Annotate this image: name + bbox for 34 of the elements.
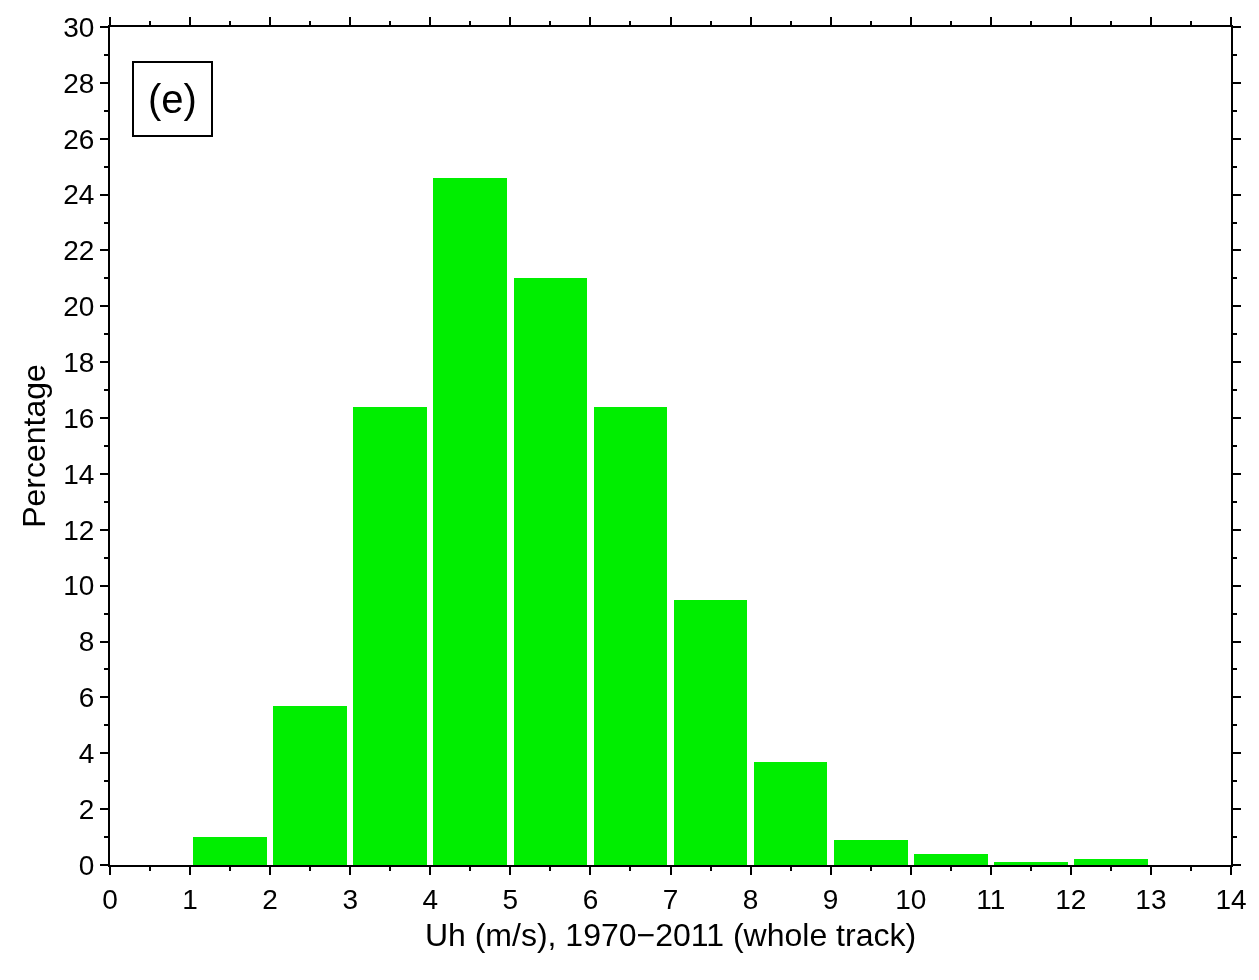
x-tick-label: 1 (182, 883, 198, 915)
y-tick-label: 22 (63, 235, 95, 267)
y-tick-label: 26 (63, 123, 95, 155)
y-tick-label: 2 (78, 793, 95, 825)
annotation: (e) (148, 77, 197, 121)
y-tick-label: 12 (63, 514, 95, 546)
x-tick-label: 6 (582, 883, 599, 915)
x-axis-title: Uh (m/s), 1970−2011 (whole track) (424, 917, 917, 953)
y-tick-label: 24 (63, 179, 95, 211)
y-tick-label: 30 (63, 11, 95, 43)
y-tick-label: 14 (63, 458, 95, 490)
x-tick-label: 9 (822, 883, 839, 915)
x-tick-label: 7 (662, 883, 679, 915)
y-axis-title: Percentage (16, 364, 53, 528)
y-tick-label: 4 (78, 738, 95, 770)
x-tick-label: 4 (422, 883, 439, 915)
x-tick-label: 13 (1135, 883, 1167, 915)
x-tick-label: 8 (742, 883, 759, 915)
y-tick-label: 0 (78, 849, 95, 881)
y-tick-label: 10 (63, 570, 95, 602)
x-tick-label: 14 (1215, 883, 1247, 915)
x-tick-label: 3 (342, 883, 358, 915)
x-tick-label: 2 (262, 883, 278, 915)
y-tick-label: 20 (63, 291, 95, 323)
y-tick-label: 28 (63, 67, 95, 99)
x-tick-label: 0 (102, 883, 118, 915)
y-tick-label: 16 (63, 402, 95, 434)
x-tick-label: 11 (976, 883, 1006, 915)
y-tick-label: 18 (63, 347, 95, 378)
x-tick-label: 12 (1055, 883, 1087, 915)
x-tick-label: 10 (895, 883, 927, 915)
y-tick-label: 6 (78, 682, 95, 714)
y-tick-label: 8 (78, 626, 95, 658)
x-tick-label: 5 (502, 883, 519, 915)
